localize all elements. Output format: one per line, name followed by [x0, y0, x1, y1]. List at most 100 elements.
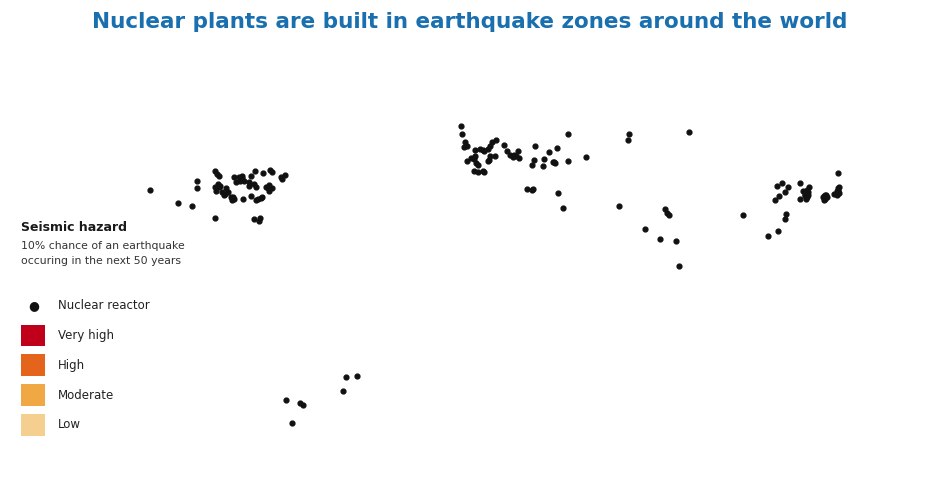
Point: [468, 152, 483, 160]
Point: [233, 173, 248, 181]
Point: [258, 183, 274, 191]
Point: [277, 171, 292, 179]
Point: [470, 168, 485, 176]
Point: [832, 189, 847, 197]
Point: [247, 216, 262, 224]
Point: [525, 186, 540, 194]
Point: [216, 191, 231, 199]
Text: Very high: Very high: [58, 329, 115, 342]
Point: [468, 159, 483, 166]
Text: Low: Low: [58, 418, 81, 431]
Point: [459, 157, 474, 165]
Point: [799, 186, 814, 194]
Point: [285, 419, 300, 427]
Point: [274, 173, 289, 181]
Point: [801, 183, 816, 191]
Point: [208, 182, 223, 190]
Point: [208, 214, 223, 222]
Point: [536, 162, 551, 170]
Point: [511, 154, 526, 162]
Point: [212, 181, 227, 189]
Point: [260, 184, 275, 192]
Point: [475, 147, 490, 155]
Point: [556, 204, 571, 212]
Point: [819, 191, 834, 199]
Point: [800, 191, 815, 199]
Point: [652, 235, 667, 243]
Point: [184, 202, 199, 210]
Point: [253, 194, 268, 202]
Point: [264, 168, 279, 176]
Text: Nuclear reactor: Nuclear reactor: [58, 299, 150, 312]
Point: [261, 187, 276, 195]
Point: [546, 158, 561, 166]
Point: [611, 202, 626, 210]
Point: [250, 195, 265, 203]
Point: [799, 193, 814, 201]
Point: [507, 151, 522, 159]
Point: [780, 182, 795, 190]
Point: [278, 396, 293, 404]
Point: [476, 168, 491, 176]
Point: [550, 189, 565, 197]
Point: [800, 190, 815, 198]
Point: [637, 225, 652, 233]
Point: [777, 215, 792, 223]
Point: [827, 190, 842, 198]
Point: [468, 147, 483, 155]
Point: [224, 193, 239, 201]
Point: [485, 138, 500, 146]
Point: [217, 190, 232, 198]
Point: [292, 399, 307, 407]
Point: [480, 145, 495, 153]
Point: [227, 173, 242, 181]
Point: [221, 188, 236, 196]
Point: [463, 154, 478, 162]
Point: [454, 130, 469, 138]
Text: ●: ●: [28, 299, 39, 312]
Point: [816, 193, 831, 201]
Point: [237, 177, 252, 185]
Point: [189, 177, 204, 185]
Point: [487, 152, 502, 160]
Point: [489, 136, 504, 144]
Point: [482, 153, 497, 161]
Text: Moderate: Moderate: [58, 389, 115, 402]
Point: [481, 156, 496, 164]
Point: [349, 372, 364, 380]
Point: [560, 157, 575, 165]
Point: [799, 193, 814, 201]
Point: [537, 155, 552, 163]
Point: [799, 195, 814, 203]
Point: [736, 211, 751, 219]
Point: [212, 172, 227, 180]
Point: [668, 237, 683, 245]
Point: [509, 153, 524, 161]
Point: [792, 195, 807, 203]
Point: [510, 147, 525, 155]
Point: [526, 156, 541, 164]
Point: [170, 199, 185, 207]
Point: [460, 142, 475, 150]
Point: [547, 159, 562, 167]
Point: [792, 179, 807, 187]
Point: [225, 194, 240, 202]
Point: [212, 183, 227, 191]
Point: [338, 373, 353, 381]
Point: [775, 179, 790, 187]
Point: [816, 192, 831, 200]
Point: [227, 195, 242, 203]
Text: 10% chance of an earthquake
occuring in the next 50 years: 10% chance of an earthquake occuring in …: [21, 241, 184, 266]
Point: [475, 167, 490, 175]
Point: [456, 144, 471, 152]
Point: [816, 196, 831, 204]
Point: [527, 142, 542, 150]
Point: [682, 128, 697, 136]
Point: [503, 151, 518, 159]
Point: [208, 187, 223, 195]
Point: [620, 136, 635, 144]
Point: [254, 193, 269, 201]
Point: [480, 157, 495, 165]
Point: [621, 130, 636, 138]
Point: [496, 141, 511, 149]
